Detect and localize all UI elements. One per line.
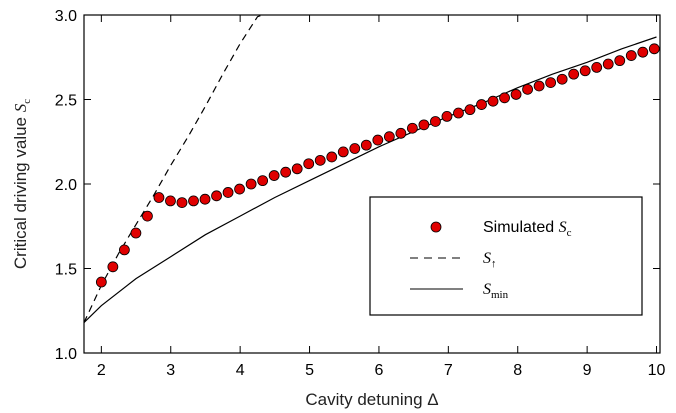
series-simulated-point xyxy=(199,193,211,205)
series-simulated-point xyxy=(234,183,245,195)
series-simulated-point xyxy=(314,154,326,166)
series-simulated-point xyxy=(337,146,349,158)
series-simulated-point xyxy=(591,61,603,73)
series-simulated-point xyxy=(602,58,614,70)
series-simulated-point xyxy=(176,197,188,208)
legend-label-s-up-symbol: S xyxy=(483,250,491,267)
series-simulated-point xyxy=(637,46,649,58)
series-simulated-point xyxy=(372,134,384,146)
series-s-up-line xyxy=(84,15,263,323)
legend-box xyxy=(369,196,643,316)
series-simulated-point xyxy=(222,187,234,198)
axis-ticks: 2 3 4 5 6 7 8 9 10 1.0 1.5 2.0 2.5 3.0 xyxy=(55,8,666,379)
series-simulated-point xyxy=(499,92,510,104)
y-axis-label-subscript: c xyxy=(21,99,33,104)
series-simulated-point xyxy=(188,195,199,207)
series-simulated-point xyxy=(579,65,591,77)
series-simulated-point xyxy=(360,139,372,151)
series-simulated-point xyxy=(464,104,476,116)
series-simulated-point xyxy=(291,163,303,175)
series-simulated-point xyxy=(326,151,338,163)
series-simulated-point xyxy=(625,50,637,61)
series-simulated-point xyxy=(211,190,222,202)
series-simulated-point xyxy=(453,107,464,119)
series-simulated-point xyxy=(487,95,499,107)
legend-label-simulated-symbol: S xyxy=(559,219,567,236)
legend-label-s-min-symbol: S xyxy=(483,281,491,298)
series-simulated-point xyxy=(533,80,545,92)
series-simulated-point xyxy=(349,143,361,154)
x-tick-label: 10 xyxy=(648,362,666,379)
x-axis-label: Cavity detuning Δ xyxy=(305,390,438,409)
y-tick-label: 2.5 xyxy=(55,93,77,110)
series-simulated-point xyxy=(268,170,280,181)
legend-label-s-up-subscript: ↑ xyxy=(491,258,497,270)
x-tick-label: 8 xyxy=(513,362,522,379)
series-simulated-point xyxy=(395,127,407,139)
x-tick-label: 7 xyxy=(444,362,453,379)
x-tick-label: 4 xyxy=(236,362,245,379)
legend-label-s-min-subscript: min xyxy=(491,289,509,301)
series-simulated-point xyxy=(95,276,107,288)
series-simulated-point xyxy=(522,83,533,95)
series-simulated-point xyxy=(130,227,142,239)
x-tick-label: 2 xyxy=(97,362,106,379)
series-simulated-point xyxy=(118,244,130,256)
series-simulated-point xyxy=(245,178,257,190)
series-simulated-point xyxy=(153,192,165,203)
y-axis-label-symbol: S xyxy=(11,103,30,112)
x-tick-label: 9 xyxy=(583,362,592,379)
legend-label-simulated-subscript: c xyxy=(567,227,572,239)
series-simulated-point xyxy=(568,68,580,80)
series-simulated-point xyxy=(406,122,418,134)
series-s-min-line xyxy=(84,36,657,324)
series-simulated-point xyxy=(430,116,441,127)
series-simulated-point xyxy=(383,131,395,143)
series-simulated-point xyxy=(257,175,269,187)
series-simulated-point xyxy=(545,77,557,88)
legend-label-simulated-text: Simulated xyxy=(483,219,559,236)
y-tick-label: 2.0 xyxy=(55,177,77,194)
y-axis-label-text: Critical driving value xyxy=(11,112,30,269)
y-tick-label: 1.0 xyxy=(55,346,77,363)
series-simulated-point xyxy=(476,99,487,110)
series-simulated-point xyxy=(510,89,522,100)
x-tick-label: 6 xyxy=(374,362,383,379)
series-simulated-point xyxy=(280,166,292,178)
y-tick-label: 1.5 xyxy=(55,262,77,279)
series-simulated-point xyxy=(165,195,176,207)
series-simulated-point xyxy=(441,111,453,122)
x-tick-label: 5 xyxy=(305,362,314,379)
series-simulated-point xyxy=(142,210,153,222)
series-simulated-point xyxy=(648,43,660,55)
legend-label-simulated: Simulated Sc xyxy=(483,219,572,239)
series-simulated-point xyxy=(614,55,626,67)
series-simulated-point xyxy=(556,73,568,85)
y-axis-label: Critical driving value Sc xyxy=(11,99,33,269)
legend-label-s-up: S↑ xyxy=(483,250,497,270)
legend-label-s-min: Smin xyxy=(483,281,509,301)
series-simulated-point xyxy=(303,158,315,170)
y-tick-label: 3.0 xyxy=(55,8,77,25)
legend: Simulated Sc S↑ Smin xyxy=(369,196,643,316)
series-simulated-point xyxy=(418,119,430,131)
series-simulated-point xyxy=(107,261,119,273)
legend-marker-simulated xyxy=(430,221,442,233)
x-tick-label: 3 xyxy=(166,362,175,379)
plot-marks xyxy=(84,15,660,324)
